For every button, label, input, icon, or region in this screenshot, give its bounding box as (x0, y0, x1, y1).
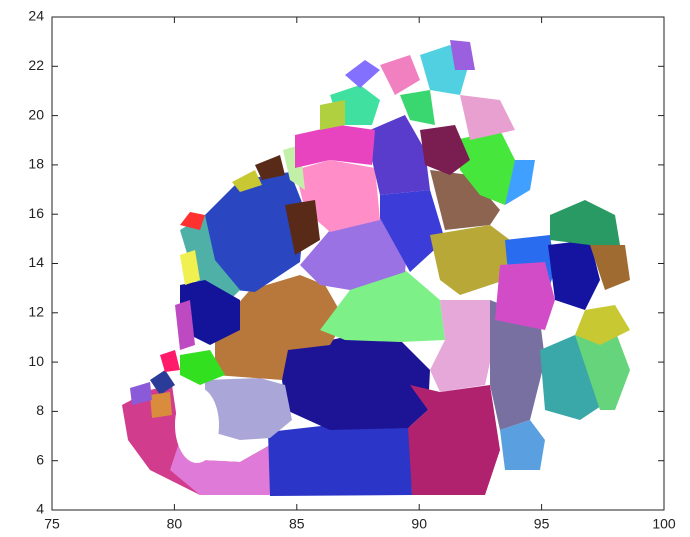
region (345, 60, 380, 88)
y-tick-label: 10 (28, 353, 44, 369)
y-tick-label: 16 (28, 205, 44, 221)
region (160, 350, 180, 372)
segmented-regions (122, 40, 630, 496)
chart: 75 80 85 90 95 100 4 6 8 10 12 14 16 18 20 22 24 (0, 0, 690, 537)
y-tick-label: 18 (28, 156, 44, 172)
region (430, 225, 510, 295)
region (268, 425, 412, 496)
y-tick-label: 20 (28, 106, 44, 122)
y-tick-label: 8 (36, 402, 44, 418)
y-tick-label: 22 (28, 57, 44, 73)
x-tick-label: 100 (652, 516, 676, 532)
y-tick-label: 24 (28, 8, 44, 24)
x-tick-label: 80 (167, 516, 183, 532)
empty-hole (175, 387, 219, 463)
y-tick-label: 12 (28, 304, 44, 320)
y-tick-label: 14 (28, 254, 44, 270)
x-tick-label: 95 (534, 516, 550, 532)
x-tick-label: 75 (44, 516, 60, 532)
region (495, 262, 555, 330)
region (282, 338, 430, 430)
x-tick-label: 85 (289, 516, 305, 532)
region (460, 95, 515, 140)
region (370, 115, 430, 195)
region (320, 100, 345, 130)
y-tick-label: 6 (36, 451, 44, 467)
region (150, 392, 172, 418)
region (380, 55, 420, 95)
y-tick-label: 4 (36, 501, 44, 517)
region (550, 200, 620, 245)
x-tick-label: 90 (411, 516, 427, 532)
